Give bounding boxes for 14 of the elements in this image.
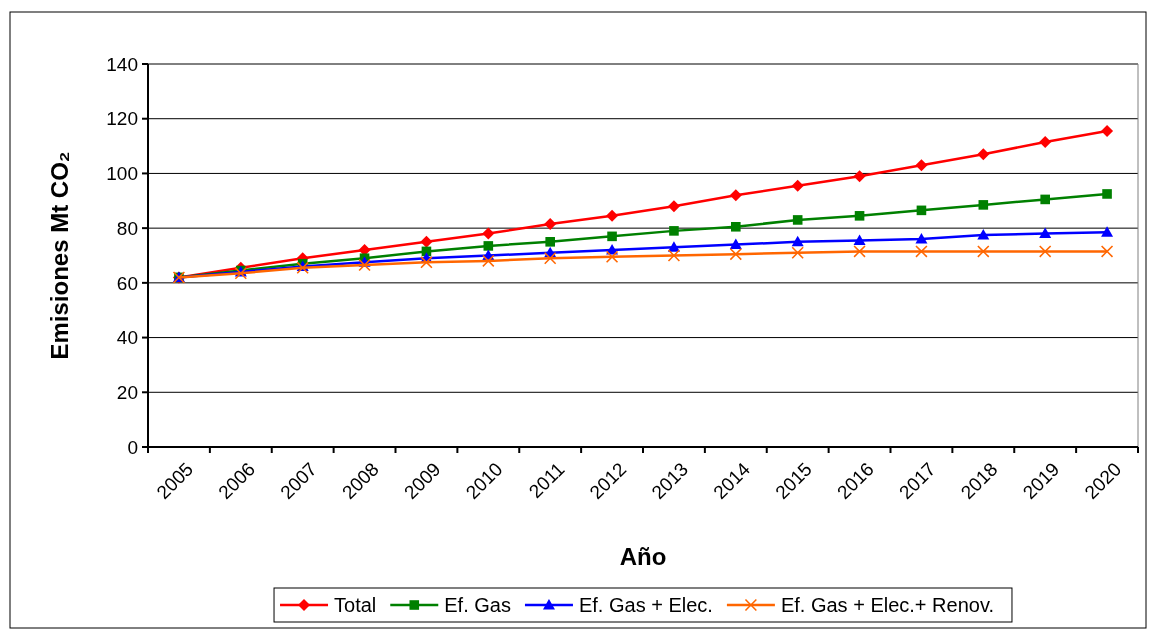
y-axis-title: Emisiones Mt CO₂ (46, 151, 73, 360)
legend-label: Total (334, 594, 377, 616)
y-tick-label: 60 (116, 272, 138, 294)
y-tick-label: 120 (106, 108, 138, 130)
y-tick-label: 140 (106, 53, 138, 75)
legend-label: Ef. Gas + Elec. (578, 594, 713, 616)
legend-label: Ef. Gas (444, 594, 511, 616)
y-tick-label: 20 (116, 381, 138, 403)
legend-label: Ef. Gas + Elec.+ Renov. (780, 594, 994, 616)
y-tick-label: 40 (116, 327, 138, 349)
y-tick-label: 80 (116, 217, 138, 239)
y-tick-label: 100 (106, 163, 138, 185)
x-axis-title: Año (619, 543, 667, 570)
y-tick-label: 0 (127, 436, 138, 458)
